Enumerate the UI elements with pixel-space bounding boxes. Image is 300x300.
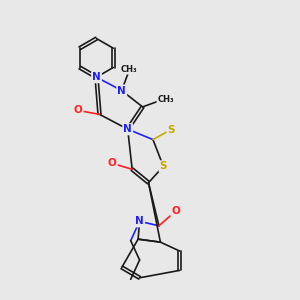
Text: N: N <box>135 216 144 226</box>
Text: N: N <box>117 85 126 96</box>
Text: CH₃: CH₃ <box>121 65 137 74</box>
Text: CH₃: CH₃ <box>158 95 174 104</box>
Text: N: N <box>123 124 132 134</box>
Text: S: S <box>160 161 167 171</box>
Text: N: N <box>92 72 101 82</box>
Text: O: O <box>108 158 117 168</box>
Text: O: O <box>74 105 82 115</box>
Text: S: S <box>168 125 175 135</box>
Text: O: O <box>172 206 180 216</box>
